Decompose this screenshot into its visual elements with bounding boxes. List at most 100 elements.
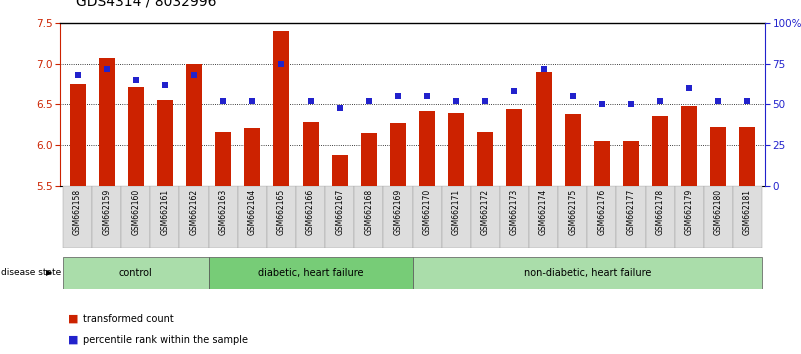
Bar: [681, 106, 697, 186]
Bar: [354, 186, 384, 248]
Bar: [739, 127, 755, 186]
Bar: [179, 186, 208, 248]
Bar: [704, 186, 733, 248]
Bar: [332, 155, 348, 186]
Text: GSM662168: GSM662168: [364, 189, 373, 235]
Text: transformed count: transformed count: [83, 314, 173, 324]
Bar: [360, 133, 376, 186]
Text: GSM662160: GSM662160: [131, 189, 140, 235]
Bar: [267, 186, 296, 248]
Text: disease state: disease state: [1, 268, 61, 277]
Bar: [529, 186, 558, 248]
Point: [304, 98, 317, 104]
Text: control: control: [119, 268, 153, 278]
Text: GSM662179: GSM662179: [685, 189, 694, 235]
Bar: [151, 186, 179, 248]
Bar: [506, 109, 522, 186]
Point: [479, 98, 492, 104]
Point: [275, 61, 288, 67]
Bar: [413, 186, 441, 248]
Point: [100, 66, 113, 72]
Point: [362, 98, 375, 104]
Bar: [594, 141, 610, 186]
Bar: [63, 186, 92, 248]
Bar: [646, 186, 674, 248]
Text: GSM662166: GSM662166: [306, 189, 315, 235]
Text: non-diabetic, heart failure: non-diabetic, heart failure: [524, 268, 651, 278]
Text: diabetic, heart failure: diabetic, heart failure: [258, 268, 364, 278]
Bar: [558, 186, 587, 248]
Bar: [471, 186, 500, 248]
Bar: [128, 86, 144, 186]
Text: GSM662163: GSM662163: [219, 189, 227, 235]
Text: GSM662159: GSM662159: [103, 189, 111, 235]
Bar: [208, 186, 238, 248]
Point: [566, 93, 579, 99]
Text: GSM662161: GSM662161: [160, 189, 170, 235]
Bar: [617, 186, 646, 248]
Point: [421, 93, 433, 99]
Text: GSM662173: GSM662173: [510, 189, 519, 235]
Bar: [63, 257, 208, 289]
Point: [654, 98, 666, 104]
Bar: [500, 186, 529, 248]
Text: GSM662180: GSM662180: [714, 189, 723, 235]
Text: ■: ■: [68, 335, 82, 345]
Text: GSM662175: GSM662175: [568, 189, 578, 235]
Text: GSM662172: GSM662172: [481, 189, 490, 235]
Point: [450, 98, 463, 104]
Text: ■: ■: [68, 314, 82, 324]
Bar: [419, 111, 435, 186]
Bar: [208, 257, 413, 289]
Text: GSM662174: GSM662174: [539, 189, 548, 235]
Bar: [565, 114, 581, 186]
Bar: [157, 101, 173, 186]
Bar: [587, 186, 617, 248]
Point: [682, 85, 695, 91]
Bar: [623, 141, 639, 186]
Text: GSM662177: GSM662177: [626, 189, 635, 235]
Text: GSM662167: GSM662167: [335, 189, 344, 235]
Point: [595, 102, 608, 107]
Text: GSM662165: GSM662165: [277, 189, 286, 235]
Bar: [303, 122, 319, 186]
Text: GSM662178: GSM662178: [655, 189, 665, 235]
Text: GSM662170: GSM662170: [423, 189, 432, 235]
Point: [537, 66, 550, 72]
Bar: [384, 186, 413, 248]
Bar: [215, 132, 231, 186]
Point: [625, 102, 638, 107]
Text: GDS4314 / 8032996: GDS4314 / 8032996: [76, 0, 216, 9]
Bar: [186, 64, 202, 186]
Text: GSM662158: GSM662158: [73, 189, 82, 235]
Point: [187, 72, 200, 78]
Bar: [244, 128, 260, 186]
Point: [246, 98, 259, 104]
Bar: [92, 186, 121, 248]
Text: GSM662181: GSM662181: [743, 189, 752, 235]
Bar: [121, 186, 151, 248]
Text: GSM662171: GSM662171: [452, 189, 461, 235]
Bar: [70, 84, 86, 186]
Point: [333, 105, 346, 110]
Bar: [652, 116, 668, 186]
Point: [508, 88, 521, 94]
Bar: [733, 186, 762, 248]
Text: GSM662176: GSM662176: [598, 189, 606, 235]
Bar: [325, 186, 354, 248]
Point: [217, 98, 230, 104]
Point: [712, 98, 725, 104]
Point: [741, 98, 754, 104]
Bar: [413, 257, 762, 289]
Bar: [536, 72, 552, 186]
Bar: [441, 186, 471, 248]
Text: ▶: ▶: [46, 268, 52, 277]
Point: [71, 72, 84, 78]
Point: [130, 77, 143, 83]
Bar: [710, 127, 727, 186]
Text: GSM662164: GSM662164: [248, 189, 257, 235]
Bar: [273, 31, 289, 186]
Point: [392, 93, 405, 99]
Bar: [477, 132, 493, 186]
Bar: [99, 58, 115, 186]
